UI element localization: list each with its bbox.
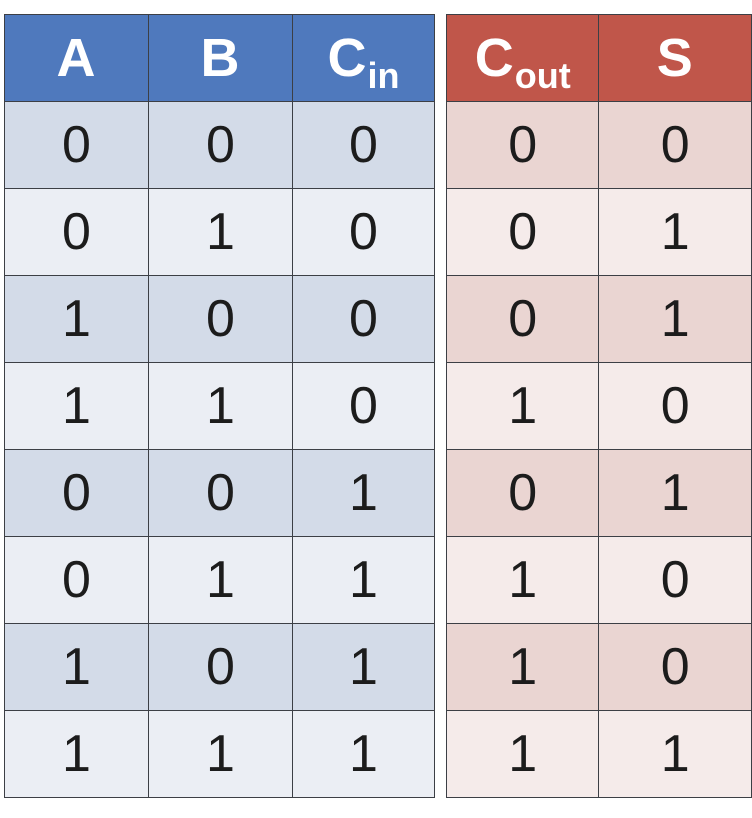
header-a: A <box>4 14 149 102</box>
table-row: 0 1 <box>445 275 752 363</box>
inputs-header-row: A B Cin <box>4 14 435 102</box>
cell-a: 1 <box>4 275 149 363</box>
cell-a: 0 <box>4 188 149 276</box>
header-b: B <box>148 14 293 102</box>
table-row: 0 0 1 <box>4 449 435 537</box>
cell-c-in: 0 <box>292 101 435 189</box>
cell-c-in: 1 <box>292 449 435 537</box>
cell-c-out: 1 <box>445 362 600 450</box>
cell-c-out: 1 <box>445 710 600 798</box>
cell-b: 0 <box>148 623 293 711</box>
header-s: S <box>598 14 752 102</box>
table-row: 1 0 1 <box>4 623 435 711</box>
table-row: 1 1 <box>445 710 752 798</box>
cell-b: 0 <box>148 449 293 537</box>
cell-s: 1 <box>598 188 752 276</box>
cell-b: 1 <box>148 362 293 450</box>
cell-s: 1 <box>598 449 752 537</box>
cell-a: 1 <box>4 710 149 798</box>
header-c-in: Cin <box>292 14 435 102</box>
outputs-header-row: Cout S <box>445 14 752 102</box>
table-row: 0 1 <box>445 188 752 276</box>
cell-b: 1 <box>148 188 293 276</box>
header-c-out: Cout <box>445 14 600 102</box>
cell-s: 1 <box>598 275 752 363</box>
table-row: 1 0 <box>445 623 752 711</box>
cell-s: 0 <box>598 101 752 189</box>
outputs-table: Cout S 0 0 0 1 0 1 1 0 0 1 1 0 1 0 <box>445 14 752 798</box>
table-row: 1 1 0 <box>4 362 435 450</box>
table-row: 0 1 <box>445 449 752 537</box>
cell-s: 0 <box>598 536 752 624</box>
table-row: 0 0 0 <box>4 101 435 189</box>
cell-b: 0 <box>148 101 293 189</box>
cell-c-in: 0 <box>292 362 435 450</box>
inputs-table: A B Cin 0 0 0 0 1 0 1 0 0 1 1 0 0 0 1 <box>4 14 435 798</box>
table-row: 1 0 <box>445 536 752 624</box>
cell-s: 1 <box>598 710 752 798</box>
cell-a: 0 <box>4 449 149 537</box>
cell-a: 0 <box>4 101 149 189</box>
cell-a: 1 <box>4 623 149 711</box>
table-row: 1 1 1 <box>4 710 435 798</box>
cell-b: 1 <box>148 710 293 798</box>
cell-b: 0 <box>148 275 293 363</box>
cell-a: 1 <box>4 362 149 450</box>
table-row: 0 0 <box>445 101 752 189</box>
table-row: 1 0 <box>445 362 752 450</box>
cell-c-in: 1 <box>292 710 435 798</box>
table-row: 0 1 0 <box>4 188 435 276</box>
cell-c-in: 0 <box>292 275 435 363</box>
cell-s: 0 <box>598 623 752 711</box>
cell-c-out: 0 <box>445 101 600 189</box>
cell-c-in: 0 <box>292 188 435 276</box>
cell-b: 1 <box>148 536 293 624</box>
cell-c-out: 0 <box>445 188 600 276</box>
table-row: 0 1 1 <box>4 536 435 624</box>
table-row: 1 0 0 <box>4 275 435 363</box>
cell-c-in: 1 <box>292 623 435 711</box>
cell-c-out: 0 <box>445 275 600 363</box>
cell-c-out: 1 <box>445 623 600 711</box>
cell-s: 0 <box>598 362 752 450</box>
cell-c-in: 1 <box>292 536 435 624</box>
cell-a: 0 <box>4 536 149 624</box>
cell-c-out: 1 <box>445 536 600 624</box>
cell-c-out: 0 <box>445 449 600 537</box>
